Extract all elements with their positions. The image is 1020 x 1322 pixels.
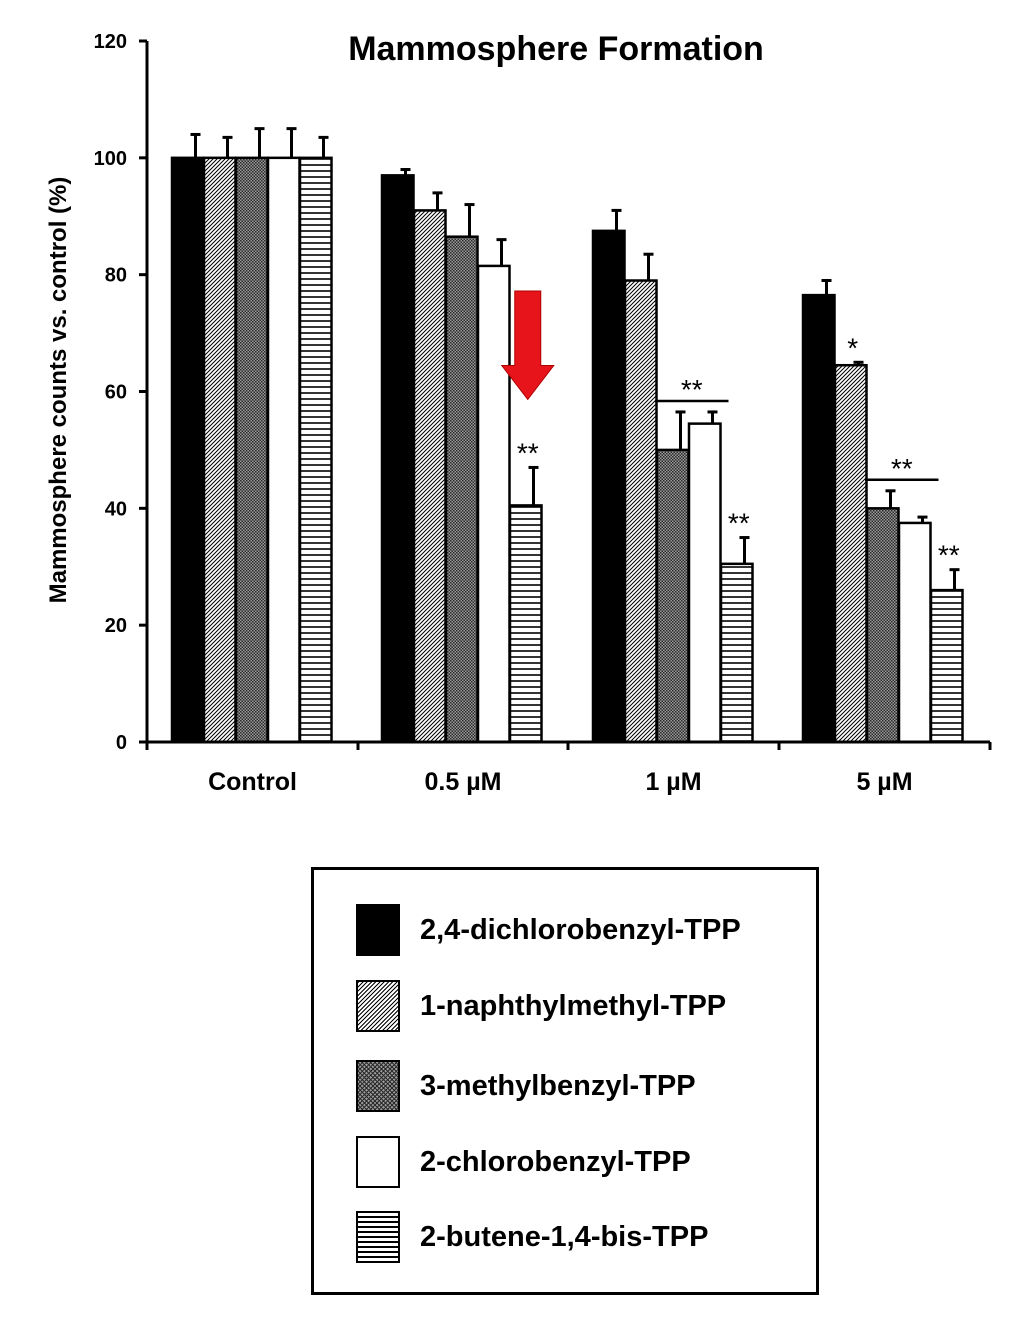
bar-3-3	[655, 448, 690, 744]
bar-5-2	[508, 504, 543, 744]
significance-label: **	[681, 374, 703, 405]
bar-3-4	[865, 507, 900, 744]
significance-label: **	[728, 508, 750, 539]
bar-2-1	[202, 156, 237, 744]
legend-swatch-white	[356, 1136, 400, 1188]
significance-label: **	[938, 540, 960, 571]
bar-2-4	[833, 363, 868, 744]
legend-swatch-horizontal-lines	[356, 1211, 400, 1263]
bar-1-1	[170, 156, 205, 744]
significance-label: **	[891, 453, 913, 484]
x-tick-label: Control	[208, 768, 297, 796]
legend: 2,4-dichlorobenzyl-TPP 1-naphthylmethyl-…	[311, 867, 819, 1295]
bar-4-2	[476, 264, 511, 744]
bar-1-2	[380, 174, 415, 744]
bar-1-3	[591, 229, 626, 744]
legend-swatch-diagonal	[356, 980, 400, 1032]
y-tick-label: 80	[105, 265, 127, 287]
x-tick-label: 1 µM	[645, 768, 701, 796]
mammosphere-bar-chart: Mammosphere Formation Mammosphere counts…	[45, 30, 992, 796]
bar-3-2	[444, 235, 479, 744]
legend-item-3: 3-methylbenzyl-TPP	[356, 1059, 696, 1113]
legend-label: 2-chlorobenzyl-TPP	[420, 1145, 691, 1178]
y-tick-label: 100	[94, 148, 127, 170]
legend-label: 2,4-dichlorobenzyl-TPP	[420, 913, 741, 946]
y-tick-label: 20	[105, 615, 127, 637]
bar-5-3	[719, 562, 754, 744]
y-tick-label: 120	[94, 31, 127, 53]
legend-item-2: 1-naphthylmethyl-TPP	[356, 979, 726, 1033]
legend-item-4: 2-chlorobenzyl-TPP	[356, 1135, 691, 1189]
legend-swatch-crosshatch	[356, 1060, 400, 1112]
legend-item-5: 2-butene-1,4-bis-TPP	[356, 1210, 708, 1264]
red-down-arrow-icon	[500, 290, 555, 401]
bar-2-3	[623, 279, 658, 744]
bar-3-1	[234, 156, 269, 744]
significance-label: *	[847, 332, 858, 363]
legend-label: 1-naphthylmethyl-TPP	[420, 989, 727, 1022]
bar-5-1	[298, 156, 333, 744]
legend-label: 3-methylbenzyl-TPP	[420, 1069, 696, 1102]
x-tick-label: 0.5 µM	[425, 768, 502, 796]
significance-label: **	[517, 437, 539, 468]
y-tick-label: 0	[116, 732, 127, 754]
bar-2-2	[412, 209, 447, 744]
legend-item-1: 2,4-dichlorobenzyl-TPP	[356, 903, 741, 957]
y-tick-label: 40	[105, 498, 127, 520]
legend-swatch-solid-black	[356, 904, 400, 956]
legend-label: 2-butene-1,4-bis-TPP	[420, 1220, 709, 1253]
bar-1-4	[801, 293, 836, 744]
bar-5-4	[929, 588, 964, 744]
bar-4-3	[687, 422, 722, 744]
chart-title: Mammosphere Formation	[348, 30, 764, 68]
bar-4-4	[897, 521, 932, 744]
y-tick-label: 60	[105, 382, 127, 404]
y-axis-label: Mammosphere counts vs. control (%)	[45, 177, 72, 604]
bar-4-1	[266, 156, 301, 744]
x-tick-label: 5 µM	[856, 768, 912, 796]
